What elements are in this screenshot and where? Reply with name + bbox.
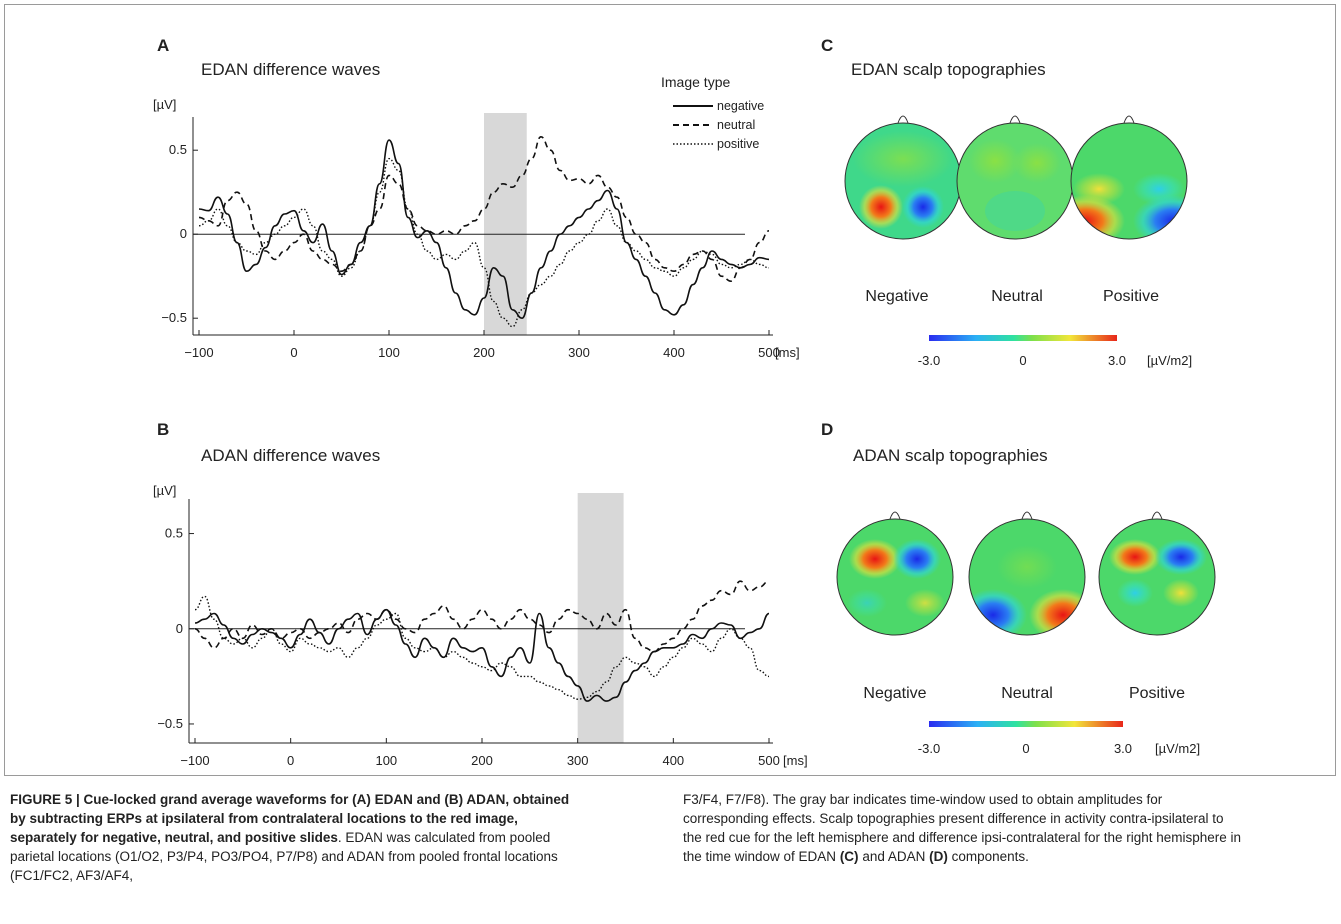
panel-c: C EDAN scalp topographies	[821, 36, 1192, 368]
panel-b: B ADAN difference waves [µV] 0.5 0 −0.5 −1…	[153, 420, 808, 768]
x-tick-label: 100	[378, 345, 400, 360]
caption-left-text: . EDAN was calculated from pooled pariet…	[10, 830, 558, 883]
y-tick-label: 0.5	[169, 142, 187, 157]
x-tick-label: 100	[375, 753, 397, 768]
caption-right: F3/F4, F7/F8). The gray bar indicates ti…	[683, 790, 1243, 866]
colorbar-min-d: -3.0	[918, 741, 940, 756]
caption-heading: FIGURE 5 | Cue-locked grand average wave…	[10, 792, 570, 845]
series-line-positive	[194, 595, 770, 700]
topo-adan-negative	[836, 511, 954, 636]
panel-a: A EDAN difference waves [µV] 0.5 0 −0.5 −1…	[153, 36, 800, 360]
series-line-negative	[194, 608, 770, 702]
legend-title: Image type	[661, 74, 730, 90]
topo-edan-neutral	[956, 115, 1074, 240]
panel-title-a: EDAN difference waves	[201, 60, 380, 79]
series-line-neutral	[194, 580, 770, 653]
colorbar-unit-c: [µV/m2]	[1147, 353, 1192, 368]
panel-title-d: ADAN scalp topographies	[853, 446, 1048, 465]
series-line-negative	[198, 139, 770, 320]
caption-left: FIGURE 5 | Cue-locked grand average wave…	[10, 790, 570, 885]
panel-letter-d: D	[821, 420, 833, 439]
x-tick-label: −100	[180, 753, 209, 768]
x-unit-b: [ms]	[783, 753, 808, 768]
caption-right-text-1: F3/F4, F7/F8). The gray bar indicates ti…	[683, 792, 1242, 864]
y-unit-a: [µV]	[153, 97, 176, 112]
colorbar-mid-c: 0	[1019, 353, 1026, 368]
y-tick-label: −0.5	[157, 716, 183, 731]
y-unit-b: [µV]	[153, 483, 176, 498]
topo-label-neutral-c: Neutral	[991, 288, 1043, 305]
panel-letter-b: B	[157, 420, 169, 439]
topo-label-neutral-d: Neutral	[1001, 685, 1053, 702]
panel-title-c: EDAN scalp topographies	[851, 60, 1046, 79]
x-tick-label: 200	[473, 345, 495, 360]
topo-label-positive-d: Positive	[1129, 685, 1185, 702]
caption-ref-d: (D)	[929, 849, 948, 864]
x-tick-label: 0	[290, 345, 297, 360]
colorbar-min-c: -3.0	[918, 353, 940, 368]
topo-edan-negative	[844, 115, 962, 240]
x-tick-label: 500	[758, 753, 780, 768]
panel-letter-a: A	[157, 36, 169, 55]
series-line-positive	[198, 157, 770, 328]
x-tick-label: 300	[567, 753, 589, 768]
figure-frame: A EDAN difference waves [µV] 0.5 0 −0.5 −1…	[4, 4, 1336, 776]
colorbar-max-c: 3.0	[1108, 353, 1126, 368]
topo-adan-positive	[1098, 511, 1216, 636]
figure: A EDAN difference waves [µV] 0.5 0 −0.5 −1…	[153, 36, 1216, 768]
x-tick-label: 400	[663, 345, 685, 360]
caption-ref-c: (C)	[839, 849, 859, 864]
caption-right-text-3: components.	[947, 849, 1029, 864]
legend: Image type negative neutral positive	[661, 74, 764, 151]
colorbar-max-d: 3.0	[1114, 741, 1132, 756]
colorbar-mid-d: 0	[1022, 741, 1029, 756]
y-tick-label: −0.5	[161, 310, 187, 325]
topo-label-negative-c: Negative	[865, 288, 928, 305]
x-tick-label: −100	[184, 345, 213, 360]
caption-right-text-2: and ADAN	[858, 849, 930, 864]
x-tick-label: 0	[287, 753, 294, 768]
x-tick-label: 500	[758, 345, 780, 360]
time-window-bar-b	[577, 493, 624, 743]
legend-label-positive: positive	[717, 137, 759, 151]
time-window-bar-a	[484, 113, 527, 335]
x-tick-label: 400	[662, 753, 684, 768]
series-line-neutral	[198, 135, 770, 283]
colorbar-d	[929, 721, 1123, 727]
legend-label-neutral: neutral	[717, 118, 755, 132]
panel-letter-c: C	[821, 36, 833, 55]
legend-label-negative: negative	[717, 99, 764, 113]
x-unit-a: [ms]	[775, 345, 800, 360]
x-tick-label: 300	[568, 345, 590, 360]
panel-d: D ADAN scalp topographies	[821, 420, 1216, 756]
topo-label-negative-d: Negative	[863, 685, 926, 702]
colorbar-c	[929, 335, 1117, 341]
topo-adan-neutral	[968, 511, 1086, 636]
y-tick-label: 0	[176, 621, 183, 636]
x-tick-label: 200	[471, 753, 493, 768]
panel-title-b: ADAN difference waves	[201, 446, 380, 465]
y-tick-label: 0.5	[165, 526, 183, 541]
y-tick-label: 0	[180, 226, 187, 241]
topo-label-positive-c: Positive	[1103, 288, 1159, 305]
colorbar-unit-d: [µV/m2]	[1155, 741, 1200, 756]
